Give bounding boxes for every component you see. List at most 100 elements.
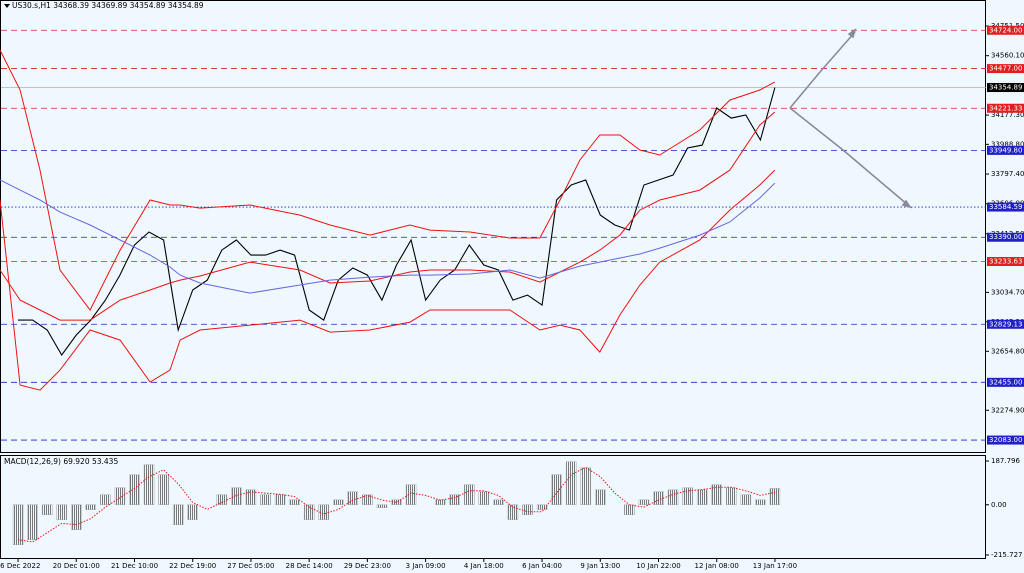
x-tick-label: 12 Jan 08:00 [695,562,739,570]
macd-bar [507,504,519,520]
x-tick-label: 21 Dec 10:00 [111,562,158,570]
x-tick-label: 9 Jan 13:00 [580,562,620,570]
x-tick-label: 10 Jan 22:00 [636,562,680,570]
level-label-box [987,25,1024,35]
level-label-box [987,257,1024,267]
level-label-box [987,83,1024,93]
level-label-box [987,64,1024,74]
level-label-box [987,202,1024,212]
x-tick-label: 22 Dec 19:00 [169,562,216,570]
macd-bar [493,499,504,505]
x-tick-label: 29 Dec 23:00 [344,562,391,570]
macd-bar [289,499,300,505]
macd-bar [696,489,708,505]
level-label-box [987,145,1024,155]
macd-bar [129,474,140,505]
macd-bar [260,494,271,505]
y-tick-label: 33988.80 [991,140,1024,148]
price-line [0,179,776,294]
arrow-head [847,28,857,39]
macd-title: MACD(12,26,9) 69.920 53.435 [4,457,118,466]
level-label: 34354.89 [989,84,1022,92]
macd-bar [216,494,228,505]
y-tick-label: 32654.80 [991,347,1024,355]
y-tick-label: 34560.10 [991,52,1024,60]
x-tick-label: 13 Jan 17:00 [753,562,797,570]
macd-bar [114,487,126,505]
price-line [0,111,776,321]
macd-bar [56,504,67,520]
price-line [0,169,776,391]
macd-bar [71,504,82,530]
level-label-box [987,232,1024,242]
header-icon [4,4,10,8]
level-label: 32455.00 [989,378,1022,386]
macd-bar [740,494,752,505]
macd-bar [303,504,315,520]
macd-bar [638,499,650,505]
macd-bar [595,489,606,505]
macd-bar [85,504,97,510]
level-label: 34724.00 [989,26,1022,34]
macd-panel [0,455,986,559]
arrow-segment [789,71,821,109]
macd-bar [726,487,737,505]
macd-bar [362,494,373,505]
macd-bar [682,487,693,505]
macd-bar [755,499,766,505]
arrow-segment [789,107,844,151]
price-line [18,87,776,357]
macd-bar [769,488,781,505]
macd-bar [274,494,286,505]
macd-bar [405,484,417,505]
main-panel [0,0,986,453]
y-tick-label: -215.727 [991,551,1022,559]
macd-bar [41,504,53,515]
macd-bar [27,504,38,540]
macd-bar [449,494,460,505]
chart-title: US30.s,H1 34368.39 34369.89 34354.89 343… [12,1,204,10]
x-tick-label: 28 Dec 14:00 [286,562,333,570]
level-label: 33390.00 [989,233,1022,241]
x-tick-label: 20 Dec 01:00 [53,562,100,570]
macd-bar [231,487,242,505]
level-label: 34221.33 [989,104,1022,112]
macd-bar [522,504,533,515]
macd-bar [565,461,577,505]
level-label: 33949.80 [989,146,1022,154]
macd-bar [100,494,111,505]
y-tick-label: 33797.40 [991,170,1024,178]
x-tick-label: 4 Jan 18:00 [464,562,504,570]
arrow-head [901,199,912,209]
macd-bar [536,504,548,510]
level-label: 32083.00 [989,436,1022,444]
projection-arrows [789,28,912,209]
macd-bar [333,499,344,505]
x-tick-label: 6 Jan 04:00 [522,562,562,570]
macd-bar [391,499,402,505]
level-label-box [987,377,1024,387]
x-tick-label: 27 Dec 05:00 [227,562,274,570]
y-tick-label: 0.00 [991,501,1007,509]
macd-bar [653,491,664,505]
level-label: 33233.63 [989,258,1022,266]
level-label-box [987,103,1024,113]
macd-bar [172,504,184,525]
level-label: 33584.59 [989,203,1022,211]
plot-layer: 16 Dec 2022 20 Dec 01:00 21 Dec 10:00 22 De… [0,22,1024,570]
y-tick-label: 34177.30 [991,111,1024,119]
macd-bar [711,484,722,505]
macd-bar [12,504,24,546]
macd-bar [187,504,198,520]
macd-bar [551,474,562,505]
y-tick-label: 32274.90 [991,406,1024,414]
x-tick-label: 3 Jan 09:00 [406,562,446,570]
level-label-box [987,435,1024,445]
macd-bar [624,504,635,515]
macd-bar [667,489,679,505]
y-tick-label: 33034.70 [991,288,1024,296]
macd-bar [478,491,490,505]
price-line [0,49,776,311]
y-tick-label: 187.796 [991,457,1020,465]
